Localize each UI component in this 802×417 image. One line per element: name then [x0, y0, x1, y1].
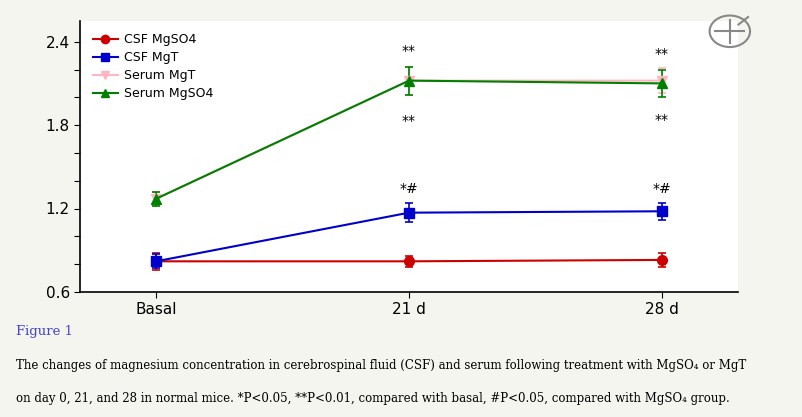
Text: **: **	[402, 114, 416, 128]
Text: Figure 1: Figure 1	[16, 325, 73, 338]
Text: *#: *#	[653, 182, 671, 196]
Text: *#: *#	[399, 182, 419, 196]
Text: **: **	[655, 47, 669, 61]
Text: **: **	[402, 44, 416, 58]
Legend: CSF MgSO4, CSF MgT, Serum MgT, Serum MgSO4: CSF MgSO4, CSF MgT, Serum MgT, Serum MgS…	[87, 27, 220, 107]
Text: **: **	[655, 113, 669, 127]
Text: on day 0, 21, and 28 in normal mice. *P<0.05, **P<0.01, compared with basal, #P<: on day 0, 21, and 28 in normal mice. *P<…	[16, 392, 730, 405]
Text: The changes of magnesium concentration in cerebrospinal fluid (CSF) and serum fo: The changes of magnesium concentration i…	[16, 359, 747, 372]
